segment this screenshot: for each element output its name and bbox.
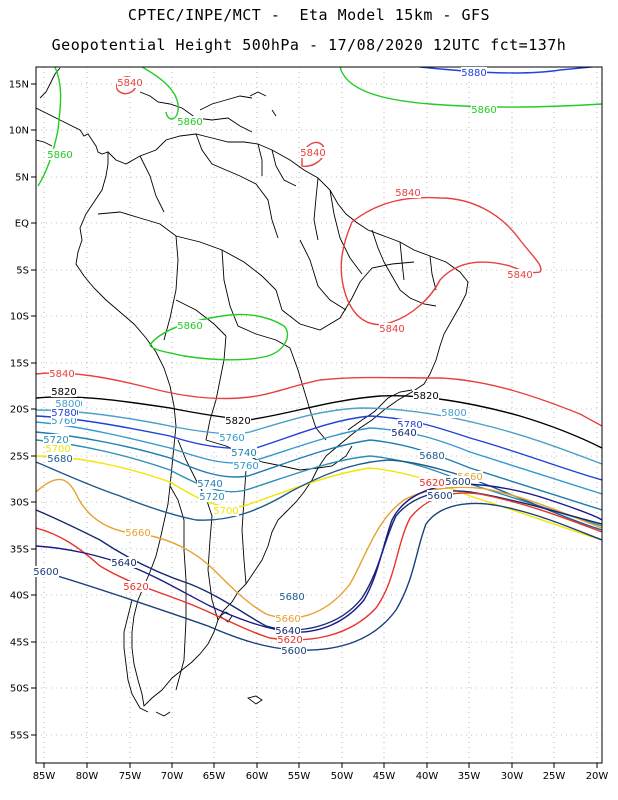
contour-label: 5600: [427, 491, 452, 502]
contour-label: 5620: [277, 635, 302, 646]
contour-label: 5760: [51, 416, 76, 427]
map-title-line2: Geopotential Height 500hPa - 17/08/2020 …: [51, 36, 567, 54]
contour-label: 5780: [397, 420, 422, 431]
contour-label: 5700: [45, 444, 70, 455]
contour-label: 5840: [49, 369, 74, 380]
coastlines-and-borders: [36, 67, 469, 717]
grid-lines: [36, 67, 602, 763]
lat-tick-label: 30S: [10, 498, 29, 509]
map-border: [35, 66, 603, 764]
lon-tick-label: 25W: [543, 771, 566, 782]
lon-tick-label: 45W: [373, 771, 396, 782]
map-frame: [36, 67, 602, 763]
lat-tick-label: 15N: [9, 80, 29, 91]
contour-label: 5620: [419, 478, 444, 489]
contour-labels: 5880 5860 5860 5840 5840 5840 5860 5860 5840 5840…: [33, 67, 533, 657]
lat-tick-label: EQ: [15, 219, 29, 230]
contour-label: 5760: [219, 433, 244, 444]
lon-tick-label: 40W: [416, 771, 439, 782]
contour-line: [36, 492, 602, 641]
contour-label: 5780: [51, 408, 76, 419]
contour-line: [36, 483, 602, 633]
lat-tick-label: 20S: [10, 405, 29, 416]
contour-line: [37, 67, 179, 187]
lat-tick-label: 10N: [9, 126, 29, 137]
contour-label: 5820: [413, 391, 438, 402]
contour-line: [339, 67, 602, 108]
lat-tick-label: 40S: [10, 591, 29, 602]
lon-tick-label: 80W: [76, 771, 99, 782]
lat-tick-label: 15S: [10, 359, 29, 370]
lat-tick-label: 25S: [10, 452, 29, 463]
contour-label: 5840: [117, 78, 142, 89]
contour-label: 5720: [43, 435, 68, 446]
map-title-line1: CPTEC/INPE/MCT - Eta Model 15km - GFS: [127, 6, 491, 24]
lon-tick-label: 85W: [33, 771, 56, 782]
contour-line: [36, 431, 602, 511]
contour-label: 5660: [125, 528, 150, 539]
contour-line: [36, 372, 602, 427]
contour-label: 5860: [177, 321, 202, 332]
contour-label: 5860: [471, 105, 496, 116]
contour-label: 5860: [177, 117, 202, 128]
contour-line: [36, 421, 602, 495]
contour-label: 5640: [111, 558, 136, 569]
contour-label: 5840: [379, 324, 404, 335]
lon-tick-label: 35W: [458, 771, 481, 782]
lon-tick-label: 75W: [119, 771, 142, 782]
contour-label: 5840: [300, 148, 325, 159]
lon-tick-label: 55W: [288, 771, 311, 782]
contour-line: [340, 196, 542, 326]
lat-tick-label: 50S: [10, 684, 29, 695]
contour-line: [36, 490, 602, 631]
contour-label: 5840: [395, 188, 420, 199]
contour-line: [36, 455, 602, 541]
lon-tick-label: 60W: [246, 771, 269, 782]
contour-label: 5600: [33, 567, 58, 578]
contour-label: 5860: [47, 150, 72, 161]
contour-line: [36, 407, 602, 465]
latitude-labels: 15N 10N 5N EQ 5S 10S 15S 20S 25S 30S 35S 40S 45S 50S 5…: [9, 80, 36, 742]
lat-tick-label: 5N: [15, 173, 29, 184]
contour-label: 5740: [231, 448, 256, 459]
contour-label: 5760: [233, 461, 258, 472]
contour-line: [36, 502, 602, 651]
contour-label: 5680: [47, 454, 72, 465]
contour-label: 5620: [123, 582, 148, 593]
lon-tick-label: 50W: [331, 771, 354, 782]
lat-tick-label: 55S: [10, 731, 29, 742]
contour-line: [36, 395, 602, 449]
contour-line: [419, 67, 599, 74]
contour-label: 5840: [507, 270, 532, 281]
contour-label: 5600: [281, 646, 306, 657]
contour-label: 5800: [441, 408, 466, 419]
lat-tick-label: 10S: [10, 312, 29, 323]
contour-label: 5640: [275, 626, 300, 637]
contour-label: 5680: [279, 592, 304, 603]
lat-tick-label: 45S: [10, 638, 29, 649]
lat-tick-label: 35S: [10, 545, 29, 556]
lon-tick-label: 65W: [203, 771, 226, 782]
contour-label: 5640: [391, 428, 416, 439]
contour-line: [149, 313, 289, 361]
lon-tick-label: 70W: [161, 771, 184, 782]
contour-line: [36, 439, 602, 527]
contour-label: 5720: [199, 492, 224, 503]
contour-label: 5820: [225, 416, 250, 427]
lat-tick-label: 5S: [16, 266, 29, 277]
contour-label: 5660: [275, 614, 300, 625]
lon-tick-label: 20W: [586, 771, 609, 782]
contour-label: 5880: [461, 68, 486, 79]
contour-label: 5800: [55, 399, 80, 410]
contour-label: 5680: [419, 451, 444, 462]
contour-label: 5740: [197, 479, 222, 490]
lon-tick-label: 30W: [501, 771, 524, 782]
longitude-labels: 85W 80W 75W 70W 65W 60W 55W 50W 45W 40W 35W 30W 25W 2…: [33, 763, 609, 782]
contour-line: [36, 415, 602, 481]
contour-label: 5700: [213, 506, 238, 517]
contour-label: 5600: [445, 477, 470, 488]
contour-label: 5820: [51, 387, 76, 398]
